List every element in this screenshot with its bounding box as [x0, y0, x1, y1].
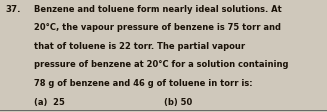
Text: (a)  25: (a) 25: [34, 97, 65, 106]
Text: Benzene and toluene form nearly ideal solutions. At: Benzene and toluene form nearly ideal so…: [34, 4, 282, 13]
Text: 37.: 37.: [6, 4, 21, 13]
Text: 78 g of benzene and 46 g of toluene in torr is:: 78 g of benzene and 46 g of toluene in t…: [34, 78, 253, 87]
Text: (b) 50: (b) 50: [164, 97, 192, 106]
Text: 20°C, the vapour pressure of benzene is 75 torr and: 20°C, the vapour pressure of benzene is …: [34, 23, 281, 32]
Text: that of toluene is 22 torr. The partial vapour: that of toluene is 22 torr. The partial …: [34, 41, 246, 50]
Text: pressure of benzene at 20°C for a solution containing: pressure of benzene at 20°C for a soluti…: [34, 60, 289, 69]
